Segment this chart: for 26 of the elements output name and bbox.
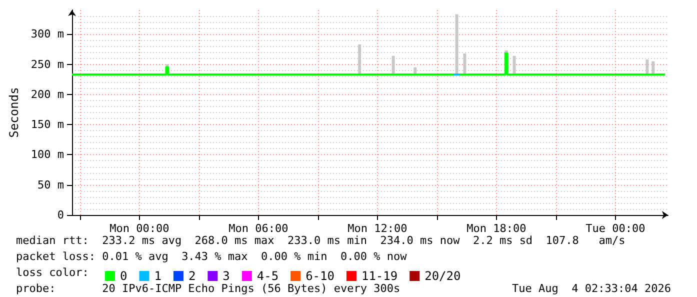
x-tick-label: Tue 00:00 bbox=[586, 222, 646, 235]
y-tick-label: 300 m bbox=[30, 28, 64, 41]
x-tick-label: Mon 12:00 bbox=[348, 222, 408, 235]
legend-label: 20/20 bbox=[424, 269, 461, 283]
x-tick-label: Mon 00:00 bbox=[110, 222, 170, 235]
text: Tue Aug 4 02:33:04 2026 bbox=[512, 282, 672, 295]
text: packet loss: 0.01 % avg 3.43 % max 0.00 % min 0.00 % now bbox=[16, 250, 408, 263]
legend-label: 6-10 bbox=[306, 269, 334, 283]
legend-label: 11-19 bbox=[361, 269, 398, 283]
y-tick-label: 150 m bbox=[30, 118, 64, 132]
legend-label: 4-5 bbox=[256, 269, 279, 283]
x-tick-label: Mon 18:00 bbox=[466, 222, 526, 235]
y-tick-label: 100 m bbox=[30, 148, 64, 162]
legend-label: 1 bbox=[154, 269, 162, 283]
x-tick-label: Mon 06:00 bbox=[228, 222, 288, 235]
text: probe: 20 IPv6-ICMP Echo Pings (56 Bytes) every 300s bbox=[16, 282, 400, 295]
legend-title: loss color: bbox=[16, 266, 89, 279]
y-tick-label: 0 bbox=[57, 208, 64, 222]
text: median rtt: 233.2 ms avg 268.0 ms max 233.0 ms min 234.0 ms now 2.2 ms sd 107.8 am/s bbox=[16, 234, 626, 247]
y-tick-label: 50 m bbox=[38, 178, 64, 192]
y-axis-title: Seconds bbox=[7, 87, 21, 138]
y-tick-label: 250 m bbox=[30, 58, 64, 71]
legend-label: 0 bbox=[120, 269, 128, 283]
y-tick-label: 200 m bbox=[30, 88, 64, 101]
legend-label: 3 bbox=[222, 269, 230, 283]
legend-label: 2 bbox=[188, 269, 196, 283]
